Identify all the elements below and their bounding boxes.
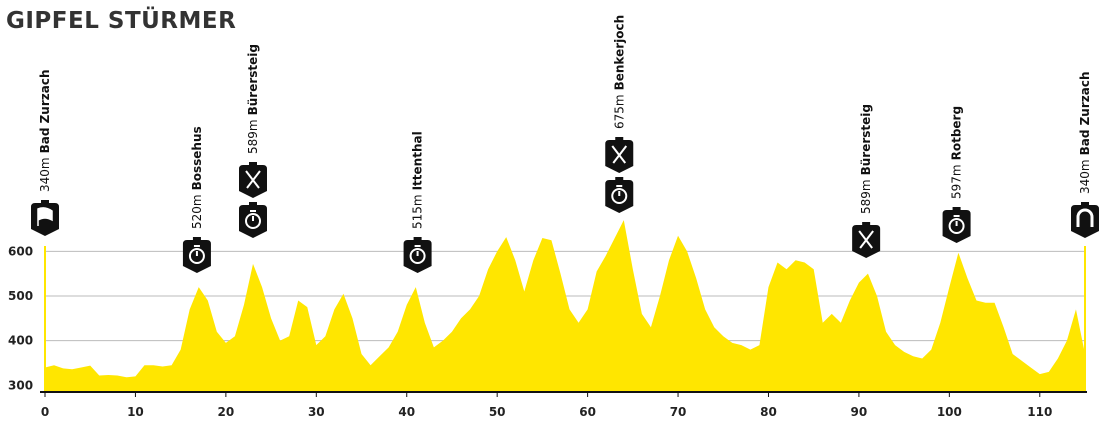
waypoint: 589m Bürersteig <box>239 44 267 238</box>
waypoint-elevation: 597m <box>950 164 964 199</box>
x-tick-label: 40 <box>398 405 415 419</box>
x-tick-label: 30 <box>308 405 325 419</box>
waypoint-label: 597m Rotberg <box>950 106 964 199</box>
waypoint: 520m Bossehus <box>182 126 211 273</box>
waypoint-name: Bad Zurzach <box>38 69 52 153</box>
waypoint-name: Bürersteig <box>859 104 873 175</box>
waypoint-label: 340m Bad Zurzach <box>1078 71 1092 194</box>
x-tick-label: 70 <box>670 405 687 419</box>
waypoint: 589m Bürersteig <box>852 104 881 258</box>
waypoint-elevation: 589m <box>859 179 873 214</box>
icon-glyph <box>612 145 628 164</box>
x-tick-label: 100 <box>937 405 962 419</box>
x-tick-label: 20 <box>218 405 235 419</box>
waypoint-icon <box>1071 202 1099 238</box>
icon-glyph <box>859 230 874 249</box>
waypoint-label: 520m Bossehus <box>190 126 204 229</box>
icon-glyph <box>948 218 965 234</box>
icon-glyph <box>611 188 628 204</box>
chart-title: GIPFEL STÜRMER <box>6 6 236 34</box>
waypoint: 597m Rotberg <box>942 106 971 243</box>
waypoint-name: Bürersteig <box>246 44 260 115</box>
waypoint-elevation: 340m <box>38 157 52 192</box>
waypoint-elevation: 675m <box>612 94 626 129</box>
icon-glyph <box>245 213 261 229</box>
icon-glyph <box>1076 208 1094 227</box>
waypoint-name: Ittenthal <box>411 131 425 190</box>
elevation-area <box>45 220 1085 392</box>
y-tick-label: 300 <box>8 378 33 392</box>
waypoint-elevation: 589m <box>246 119 260 154</box>
icon-glyph <box>409 248 426 264</box>
waypoint-label: 515m Ittenthal <box>411 131 425 229</box>
x-tick-label: 10 <box>127 405 144 419</box>
icon-glyph <box>188 248 205 264</box>
waypoint-name: Bad Zurzach <box>1078 71 1092 155</box>
waypoint-elevation: 515m <box>411 194 425 229</box>
waypoint-name: Benkerjoch <box>612 15 626 91</box>
waypoint-label: 589m Bürersteig <box>246 44 260 154</box>
waypoint: 340m Bad Zurzach <box>1071 71 1099 238</box>
waypoint-name: Rotberg <box>950 106 964 160</box>
x-tick-label: 90 <box>851 405 868 419</box>
waypoint-label: 589m Bürersteig <box>859 104 873 214</box>
waypoint: 515m Ittenthal <box>403 131 432 273</box>
icon-glyph <box>37 207 53 226</box>
waypoint-name: Bossehus <box>190 126 204 190</box>
y-tick-label: 400 <box>8 334 33 348</box>
x-tick-label: 0 <box>41 405 49 419</box>
x-tick-label: 60 <box>579 405 596 419</box>
x-tick-label: 110 <box>1027 405 1052 419</box>
waypoint: 675m Benkerjoch <box>605 15 634 213</box>
x-tick-label: 80 <box>760 405 777 419</box>
waypoint: 340m Bad Zurzach <box>31 69 59 236</box>
y-tick-label: 500 <box>8 289 33 303</box>
waypoint-elevation: 520m <box>190 194 204 229</box>
waypoint-elevation: 340m <box>1078 159 1092 194</box>
icon-glyph <box>246 170 261 189</box>
y-tick-label: 600 <box>8 244 33 258</box>
waypoint-label: 675m Benkerjoch <box>612 15 626 129</box>
waypoint-label: 340m Bad Zurzach <box>38 69 52 192</box>
x-tick-label: 50 <box>489 405 506 419</box>
